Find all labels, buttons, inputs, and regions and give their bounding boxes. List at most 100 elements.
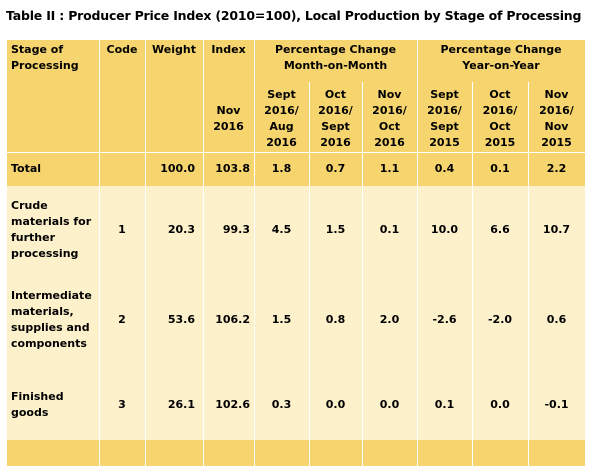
row-yoy-3: -0.1	[544, 398, 569, 411]
header-yoy: Percentage Change Year-on-Year	[417, 42, 585, 74]
stage-line: processing	[11, 247, 79, 260]
row-index: 102.6	[215, 398, 250, 411]
row-code: 2	[118, 313, 126, 326]
subheader-line: 2016	[320, 136, 351, 149]
row-stage-label: Finished goods	[11, 389, 64, 421]
subheader-line: Sept	[430, 88, 459, 101]
subheader-line: 2016/	[318, 104, 353, 117]
subheader-yoy-1: Sept 2016/ Sept 2015	[417, 87, 472, 151]
row-weight: 53.6	[167, 313, 195, 326]
grid-divider	[309, 82, 310, 466]
subheader-line: 2015	[484, 136, 516, 149]
subheader-index-period: Nov 2016	[203, 103, 254, 135]
row-weight: 26.1	[167, 398, 195, 411]
subheader-yoy-2: Oct 2016/ Oct 2015	[472, 87, 528, 151]
row-code: 3	[118, 398, 126, 411]
grid-divider	[472, 82, 473, 466]
subheader-line: 2016/	[372, 104, 407, 117]
header-yoy-line: Year-on-Year	[462, 59, 540, 72]
header-code: Code	[106, 43, 138, 56]
subheader-line: Oct	[489, 120, 511, 133]
row-mom-2: 0.0	[325, 398, 346, 411]
total-band	[7, 152, 585, 186]
row-yoy-3: 0.6	[546, 313, 567, 326]
header-mom-line: Month-on-Month	[283, 59, 388, 72]
table-title: Table II : Producer Price Index (2010=10…	[6, 8, 582, 23]
subheader-line: 2016/	[482, 104, 518, 117]
row-index: 99.3	[222, 223, 250, 236]
grid-divider	[417, 40, 418, 466]
row-index: 106.2	[215, 313, 250, 326]
subheader-line: Oct	[378, 120, 401, 133]
subheader-line: 2016/	[539, 104, 574, 117]
row-mom-2: 0.8	[325, 313, 346, 326]
row-yoy-1: 10.0	[430, 223, 459, 236]
row-yoy-2: 0.1	[490, 162, 510, 175]
subheader-line: 2016	[374, 136, 405, 149]
header-stage: Stage of Processing	[11, 42, 79, 74]
row-stage-label: Total	[11, 162, 42, 175]
stage-line: further	[11, 231, 56, 244]
subheader-mom-2: Oct 2016/ Sept 2016	[309, 87, 362, 151]
row-code: 1	[118, 223, 126, 236]
row-yoy-3: 10.7	[542, 223, 571, 236]
stage-line: Finished	[11, 390, 64, 403]
row-mom-1: 1.8	[271, 162, 292, 175]
subheader-line: Nov	[377, 88, 402, 101]
ppi-table: Stage of Processing Code Weight Index Pe…	[7, 40, 585, 466]
grid-divider	[528, 82, 529, 466]
row-yoy-3: 2.2	[546, 162, 567, 175]
row-weight: 20.3	[167, 223, 195, 236]
header-stage-line: Stage of	[11, 43, 64, 56]
bottom-band	[7, 440, 585, 466]
row-yoy-1: 0.4	[434, 162, 455, 175]
subheader-line: 2015	[541, 136, 572, 149]
subheader-line: 2016/	[264, 104, 299, 117]
subheader-line: 2016/	[427, 104, 462, 117]
header-index: Index	[211, 43, 246, 56]
stage-line: materials,	[11, 305, 74, 318]
header-band	[7, 40, 585, 152]
header-mom: Percentage Change Month-on-Month	[254, 42, 417, 74]
header-weight: Weight	[152, 43, 196, 56]
stage-line: goods	[11, 406, 49, 419]
row-mom-1: 0.3	[271, 398, 292, 411]
row-yoy-2: 6.6	[490, 223, 510, 236]
header-stage-line: Processing	[11, 59, 79, 72]
stage-line: Intermediate	[11, 289, 92, 302]
subheader-line: 2016	[213, 120, 244, 133]
grid-divider	[254, 40, 255, 466]
row-mom-3: 1.1	[379, 162, 400, 175]
subheader-line: 2015	[429, 136, 460, 149]
row-mom-1: 1.5	[271, 313, 292, 326]
row-mom-1: 4.5	[271, 223, 292, 236]
stage-line: Crude	[11, 199, 48, 212]
row-mom-3: 2.0	[379, 313, 400, 326]
subheader-line: Oct	[324, 88, 347, 101]
subheader-yoy-3: Nov 2016/ Nov 2015	[528, 87, 585, 151]
row-mom-2: 0.7	[325, 162, 346, 175]
subheader-mom-3: Nov 2016/ Oct 2016	[362, 87, 417, 151]
subheader-line: Nov	[544, 120, 569, 133]
row-yoy-2: -2.0	[487, 313, 513, 326]
grid-divider	[362, 82, 363, 466]
subheader-line: Oct	[489, 88, 511, 101]
subheader-line: Aug	[269, 120, 294, 133]
subheader-line: 2016	[266, 136, 297, 149]
row-stage-label: Intermediate materials, supplies and com…	[11, 288, 92, 352]
subheader-line: Sept	[267, 88, 296, 101]
stage-line: materials for	[11, 215, 92, 228]
grid-divider	[99, 40, 100, 466]
header-mom-line: Percentage Change	[274, 43, 397, 56]
stage-line: supplies and	[11, 321, 90, 334]
row-mom-3: 0.0	[379, 398, 400, 411]
row-yoy-1: -2.6	[432, 313, 457, 326]
subheader-line: Sept	[321, 120, 350, 133]
row-yoy-2: 0.0	[490, 398, 510, 411]
row-index: 103.8	[215, 162, 250, 175]
row-mom-3: 0.1	[379, 223, 400, 236]
row-mom-2: 1.5	[325, 223, 346, 236]
grid-divider	[145, 40, 146, 466]
subheader-mom-1: Sept 2016/ Aug 2016	[254, 87, 309, 151]
grid-divider	[203, 40, 204, 466]
